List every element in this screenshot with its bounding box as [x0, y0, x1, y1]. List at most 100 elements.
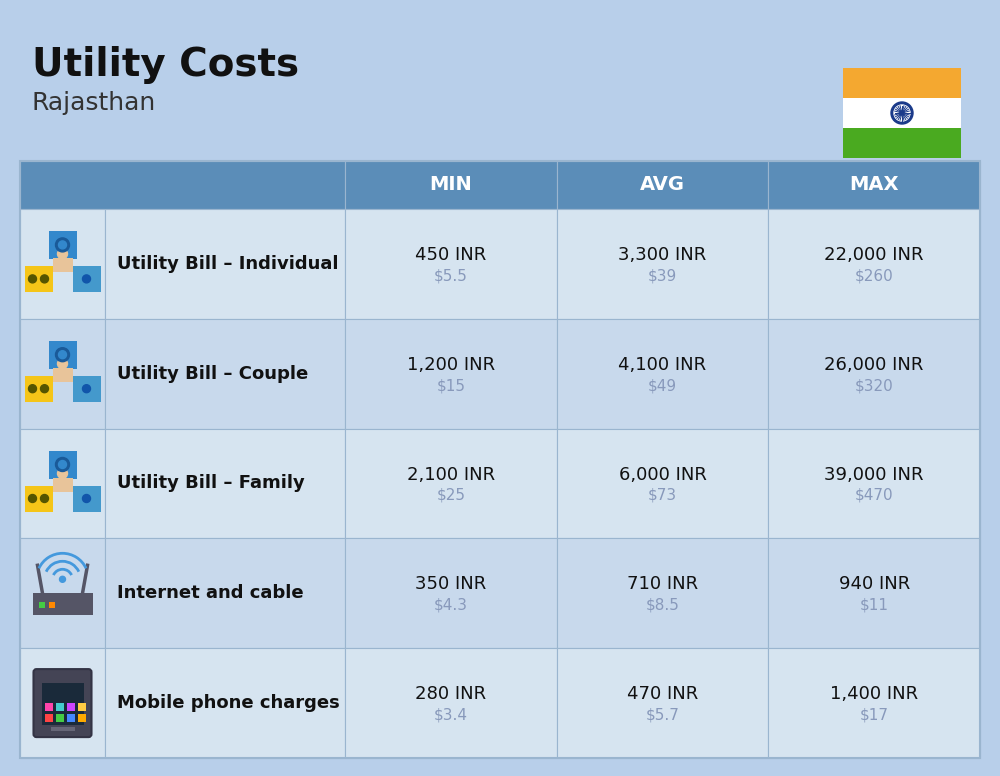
Bar — [32, 594, 92, 615]
Text: $39: $39 — [648, 268, 677, 283]
Circle shape — [56, 238, 70, 252]
Bar — [42, 683, 84, 725]
Text: Utility Costs: Utility Costs — [32, 46, 299, 84]
Bar — [557, 161, 768, 209]
Bar — [843, 98, 961, 128]
Bar — [52, 477, 72, 491]
Bar — [72, 486, 100, 511]
Text: 450 INR: 450 INR — [415, 246, 486, 264]
Text: 22,000 INR: 22,000 INR — [824, 246, 924, 264]
Bar — [20, 161, 345, 209]
Text: $5.5: $5.5 — [434, 268, 468, 283]
Text: 470 INR: 470 INR — [627, 685, 698, 703]
Bar — [843, 128, 961, 158]
Bar — [345, 539, 557, 648]
Text: $8.5: $8.5 — [646, 598, 679, 613]
Text: 3,300 INR: 3,300 INR — [618, 246, 707, 264]
Bar — [56, 703, 64, 711]
Circle shape — [58, 351, 66, 359]
Circle shape — [40, 494, 48, 503]
Text: Internet and cable: Internet and cable — [117, 584, 304, 602]
Bar — [44, 714, 52, 722]
Bar — [38, 602, 44, 608]
Bar — [768, 539, 980, 648]
Text: 1,200 INR: 1,200 INR — [407, 355, 495, 374]
Bar — [843, 68, 961, 98]
Bar — [105, 209, 345, 319]
Bar — [20, 539, 105, 648]
Circle shape — [28, 494, 36, 503]
Text: Utility Bill – Couple: Utility Bill – Couple — [117, 365, 308, 383]
Text: 280 INR: 280 INR — [415, 685, 486, 703]
Text: AVG: AVG — [640, 175, 685, 195]
Bar — [48, 231, 76, 259]
Text: $25: $25 — [436, 488, 465, 503]
Text: $260: $260 — [855, 268, 894, 283]
Text: 26,000 INR: 26,000 INR — [824, 355, 924, 374]
Bar — [105, 648, 345, 758]
Bar — [557, 319, 768, 428]
Text: MAX: MAX — [849, 175, 899, 195]
Bar — [24, 486, 52, 511]
Text: Utility Bill – Family: Utility Bill – Family — [117, 474, 305, 493]
Text: $17: $17 — [860, 708, 889, 722]
Text: $5.7: $5.7 — [646, 708, 679, 722]
Circle shape — [58, 460, 66, 469]
Text: Mobile phone charges: Mobile phone charges — [117, 694, 340, 712]
Bar — [52, 368, 72, 382]
Circle shape — [58, 359, 68, 369]
Circle shape — [900, 111, 904, 115]
Bar — [78, 714, 86, 722]
Bar — [557, 428, 768, 539]
Bar — [24, 376, 52, 402]
Bar — [345, 209, 557, 319]
Circle shape — [58, 469, 68, 479]
Text: $3.4: $3.4 — [434, 708, 468, 722]
Bar — [20, 209, 105, 319]
Bar — [557, 648, 768, 758]
Bar — [20, 319, 105, 428]
Text: 39,000 INR: 39,000 INR — [824, 466, 924, 483]
Circle shape — [60, 577, 66, 582]
Bar — [557, 539, 768, 648]
Text: $320: $320 — [855, 378, 894, 393]
Circle shape — [28, 275, 36, 283]
Bar — [48, 451, 76, 479]
Circle shape — [40, 275, 48, 283]
Bar — [50, 727, 74, 731]
Bar — [345, 161, 557, 209]
Bar — [66, 714, 74, 722]
Bar — [768, 428, 980, 539]
Bar — [78, 703, 86, 711]
Circle shape — [56, 348, 70, 362]
Text: $11: $11 — [860, 598, 889, 613]
Circle shape — [28, 385, 36, 393]
Circle shape — [82, 385, 90, 393]
Text: $49: $49 — [648, 378, 677, 393]
Bar — [105, 539, 345, 648]
Text: $73: $73 — [648, 488, 677, 503]
Text: 350 INR: 350 INR — [415, 575, 486, 594]
Bar — [20, 648, 105, 758]
Bar — [768, 648, 980, 758]
Bar — [768, 209, 980, 319]
Bar — [72, 376, 100, 402]
Bar — [72, 266, 100, 292]
Bar — [20, 161, 980, 758]
Bar — [345, 319, 557, 428]
Bar — [48, 602, 54, 608]
Circle shape — [82, 275, 90, 283]
Text: $4.3: $4.3 — [434, 598, 468, 613]
Bar — [20, 428, 105, 539]
Bar — [56, 714, 64, 722]
Text: $15: $15 — [436, 378, 465, 393]
FancyBboxPatch shape — [34, 669, 92, 737]
Circle shape — [891, 102, 913, 124]
Text: 1,400 INR: 1,400 INR — [830, 685, 918, 703]
Bar — [557, 209, 768, 319]
Bar — [52, 258, 72, 272]
Circle shape — [82, 494, 90, 503]
Text: 6,000 INR: 6,000 INR — [619, 466, 706, 483]
Text: 940 INR: 940 INR — [839, 575, 910, 594]
Circle shape — [58, 241, 66, 249]
